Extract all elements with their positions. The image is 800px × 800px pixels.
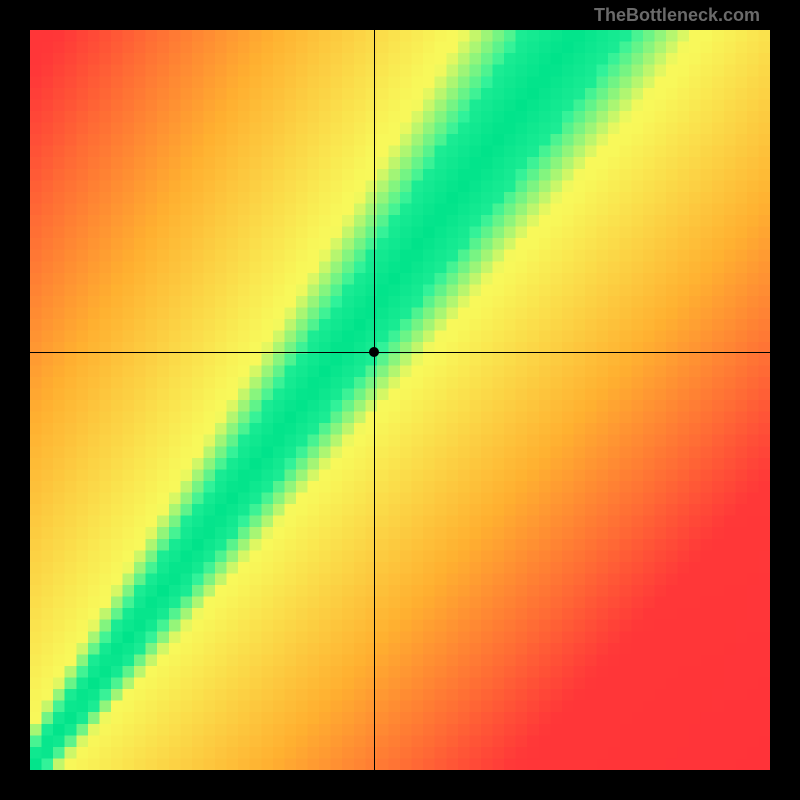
crosshair-vertical [374,30,375,770]
attribution-text: TheBottleneck.com [0,0,800,30]
crosshair-marker [369,347,379,357]
heatmap-plot [30,30,770,770]
crosshair-horizontal [30,352,770,353]
chart-frame: TheBottleneck.com [0,0,800,800]
heatmap-canvas [30,30,770,770]
plot-container [0,30,800,800]
